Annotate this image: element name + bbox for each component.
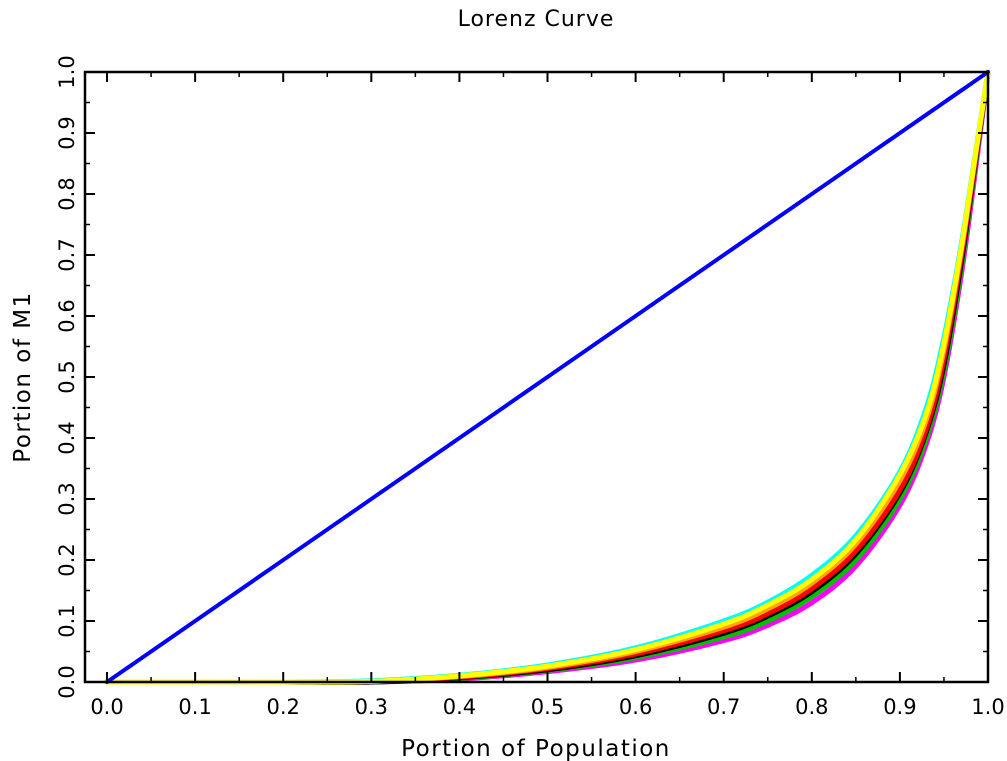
y-tick-label: 0.4: [55, 421, 79, 454]
y-tick-label: 0.9: [55, 116, 79, 149]
x-tick-label: 1.0: [971, 695, 1004, 719]
equality-line: [105, 70, 990, 684]
y-axis-title: Portion of M1: [10, 291, 36, 462]
x-tick-label: 0.4: [443, 695, 476, 719]
x-tick-label: 0.3: [355, 695, 388, 719]
y-tick-label: 0.2: [55, 543, 79, 576]
y-tick-label: 0.6: [55, 299, 79, 332]
y-tick-label: 0.1: [55, 604, 79, 637]
x-tick-label: 0.9: [883, 695, 916, 719]
x-tick-label: 0.8: [795, 695, 828, 719]
ticks-layer: 0.0 0.1 0.2 0.3 0.4 0.5 0.6 0.7 0.8 0.9 1.0 0.0 0.1 0…: [55, 55, 1005, 719]
x-tick-label: 0.6: [619, 695, 652, 719]
x-tick-label: 0.1: [178, 695, 211, 719]
y-tick-label: 0.5: [55, 360, 79, 393]
chart-title: Lorenz Curve: [458, 7, 615, 32]
y-tick-label: 0.3: [55, 482, 79, 515]
y-tick-label: 0.8: [55, 177, 79, 210]
x-axis-title: Portion of Population: [401, 736, 671, 761]
x-tick-label: 0.2: [267, 695, 300, 719]
y-tick-label: 1.0: [55, 55, 79, 88]
series-layer: [104, 69, 991, 685]
y-tick-label: 0.0: [55, 665, 79, 698]
x-tick-label: 0.7: [707, 695, 740, 719]
x-tick-label: 0.0: [90, 695, 123, 719]
y-tick-label: 0.7: [55, 238, 79, 271]
x-tick-label: 0.5: [531, 695, 564, 719]
